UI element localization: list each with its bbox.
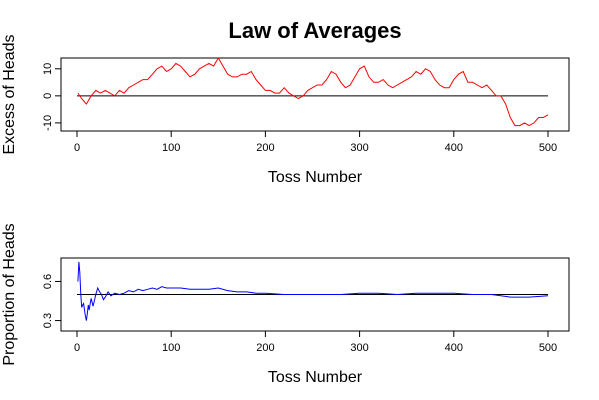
- x-tick-label: 100: [162, 342, 180, 354]
- x-tick-label: 200: [256, 342, 274, 354]
- y-tick-label: 10: [42, 63, 54, 75]
- plot-frame: [60, 257, 570, 332]
- chart-title: Law of Averages: [228, 18, 401, 43]
- proportion-of-heads-panel: 0 100 200 300 400 500 0.3 0.6 Toss Number Prop…: [1, 223, 570, 386]
- y-axis-label: Excess of Heads: [1, 34, 18, 154]
- x-tick-label: 500: [539, 342, 557, 354]
- x-axis-label: Toss Number: [268, 169, 363, 186]
- series-line: [77, 261, 549, 321]
- excess-of-heads-panel: 0 100 200 300 400 500 -10 0 10 Toss Number Exce…: [1, 34, 570, 186]
- x-tick-label: 500: [539, 142, 557, 154]
- series-line: [77, 57, 549, 127]
- y-tick-label: 0.6: [42, 274, 54, 289]
- y-axis-label: Proportion of Heads: [1, 223, 18, 365]
- y-tick-label: -10: [42, 115, 54, 131]
- y-tick-label: 0.3: [42, 313, 54, 328]
- x-tick-label: 0: [74, 142, 80, 154]
- x-tick-label: 400: [445, 142, 463, 154]
- y-tick-label: 0: [42, 93, 54, 99]
- x-tick-label: 0: [74, 342, 80, 354]
- x-tick-label: 100: [162, 142, 180, 154]
- plot-frame: [60, 57, 570, 132]
- x-tick-label: 400: [445, 342, 463, 354]
- x-tick-label: 300: [350, 342, 368, 354]
- x-tick-label: 200: [256, 142, 274, 154]
- x-tick-label: 300: [350, 142, 368, 154]
- x-axis-label: Toss Number: [268, 369, 363, 386]
